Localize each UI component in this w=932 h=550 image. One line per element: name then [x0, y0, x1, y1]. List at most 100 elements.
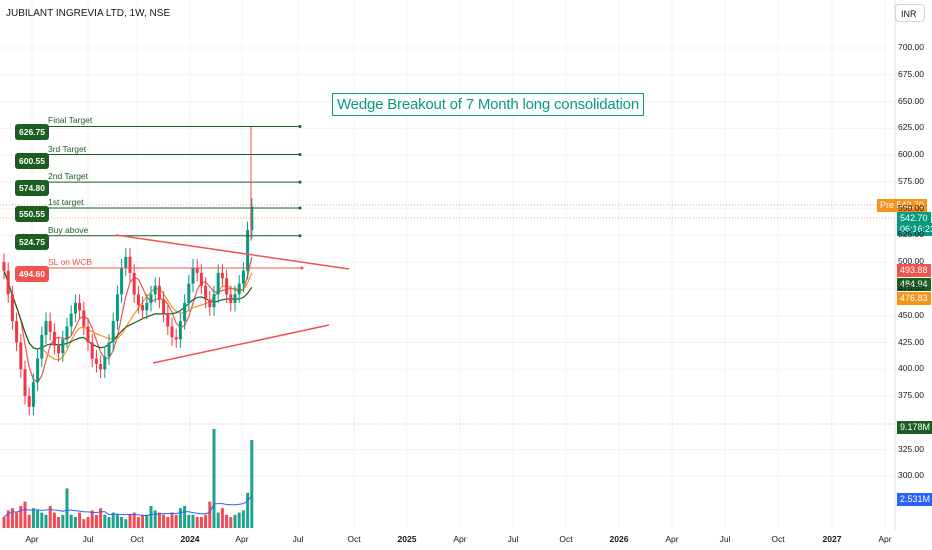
level-value-badge: 550.55	[15, 206, 49, 223]
candle-body	[23, 369, 27, 397]
volume-bar	[90, 510, 94, 528]
volume-bar	[124, 519, 128, 528]
candle-body	[82, 310, 86, 327]
candle-body	[73, 302, 77, 314]
volume-bar	[15, 512, 19, 528]
candle-body	[107, 342, 111, 357]
volume-bar	[73, 517, 77, 528]
volume-bar	[178, 508, 182, 528]
candle-body	[120, 267, 124, 295]
candle-body	[103, 356, 107, 370]
candle-body	[136, 294, 140, 306]
level-name-label: 3rd Target	[48, 143, 87, 154]
volume-bar	[61, 514, 65, 528]
volume-bar	[199, 517, 203, 528]
level-end-dot	[298, 180, 302, 184]
volume-bar	[170, 512, 174, 528]
price-axis-tick: 375.00	[898, 390, 924, 401]
price-axis-tick: 650.00	[898, 95, 924, 106]
volume-ma-line	[3, 494, 253, 518]
candle-body	[115, 294, 119, 322]
candle-body	[229, 294, 233, 303]
price-axis-tick: 675.00	[898, 68, 924, 79]
volume-bar	[111, 512, 115, 528]
volume-bar	[153, 510, 157, 528]
volume-bar	[19, 506, 23, 528]
candle-body	[204, 285, 208, 300]
level-end-dot	[298, 124, 302, 128]
candle-body	[195, 267, 199, 273]
price-tag: 542.70	[897, 212, 931, 225]
candle-body	[31, 382, 35, 407]
level-name-label: Buy above	[48, 224, 89, 235]
wedge-lines	[115, 234, 350, 364]
candle-body	[162, 299, 166, 314]
volume-bar	[187, 514, 191, 528]
time-axis-tick: Jul	[507, 534, 519, 544]
candle-body	[149, 294, 153, 303]
price-axis-tick: 575.00	[898, 175, 924, 186]
level-end-dot	[300, 266, 304, 270]
volume-bar	[10, 508, 14, 528]
level-value-badge: 524.75	[15, 233, 49, 250]
candle-body	[191, 267, 195, 284]
volume-bar	[162, 514, 166, 528]
time-axis-tick: Jul	[292, 534, 304, 544]
time-axis-tick: 2024	[180, 534, 200, 544]
candle-body	[246, 230, 250, 271]
volume-bar	[2, 517, 6, 528]
candle-body	[141, 305, 145, 311]
price-axis-tick: 500.00	[898, 256, 924, 267]
candle-body	[52, 331, 56, 346]
candle-body	[94, 358, 98, 364]
candle-body	[10, 294, 14, 322]
volume-bar	[149, 506, 153, 528]
volume-bar	[141, 514, 145, 528]
volume-bar	[212, 429, 216, 528]
volume-bar	[40, 512, 44, 528]
volume-bar	[82, 519, 86, 528]
volume-bar	[103, 514, 107, 528]
candle-body	[199, 272, 203, 286]
time-axis-tick: Oct	[347, 534, 361, 544]
candle-body	[208, 299, 212, 308]
volume-bar	[86, 517, 90, 528]
volume-bar	[48, 506, 52, 528]
time-axis-tick: Jul	[719, 534, 731, 544]
volume-bar	[250, 440, 254, 528]
price-axis-tick: 425.00	[898, 336, 924, 347]
volume-bar	[6, 510, 10, 528]
time-axis-tick: Oct	[130, 534, 144, 544]
level-name-label: 2nd Target	[48, 171, 89, 182]
volume-bar	[241, 510, 245, 528]
volume-bar	[220, 508, 224, 528]
wedge-lower-line	[152, 324, 330, 364]
candle-body	[61, 339, 65, 354]
price-axis-tick: 475.00	[898, 282, 924, 293]
symbol-title: JUBILANT INGREVIA LTD, 1W, NSE	[6, 8, 171, 19]
candle-body	[220, 272, 224, 279]
currency-button[interactable]: INR	[895, 4, 925, 22]
candle-body	[170, 326, 174, 338]
volume-bar	[136, 517, 140, 528]
volume-bar	[107, 517, 111, 528]
candle-body	[212, 294, 216, 308]
volume-bar	[78, 512, 82, 528]
volume-bar	[115, 514, 119, 528]
volume-bar	[166, 517, 170, 528]
price-axis-tick: 525.00	[898, 229, 924, 240]
volume-bars	[2, 429, 254, 528]
candle-body	[250, 206, 254, 231]
volume-bar	[44, 514, 48, 528]
candle-body	[241, 270, 245, 284]
volume-bar	[195, 517, 199, 528]
candles	[2, 197, 254, 416]
level-value-badge: 600.55	[15, 152, 49, 169]
candle-body	[19, 342, 23, 370]
volume-bar	[233, 514, 237, 528]
volume-bar	[132, 512, 136, 528]
candle-body	[153, 285, 157, 295]
volume-bar	[225, 514, 229, 528]
volume-bar	[204, 514, 208, 528]
